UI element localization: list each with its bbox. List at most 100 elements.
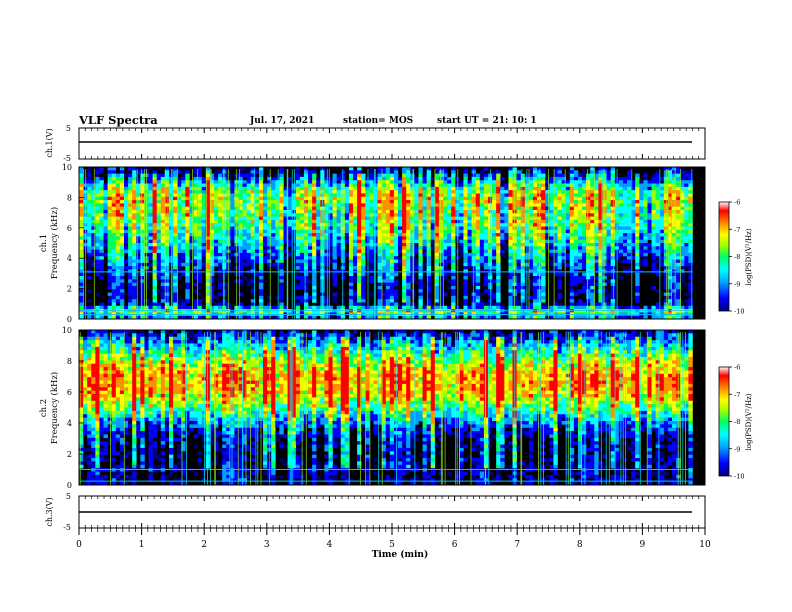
ch1-spectrogram-cell bbox=[303, 256, 309, 260]
ch1-spectrogram-cell bbox=[385, 279, 391, 283]
ch1-spectrogram-cell bbox=[565, 203, 571, 207]
ch1-spectrogram-cell bbox=[487, 259, 493, 264]
ch1-spectrogram-cell bbox=[312, 170, 317, 174]
ch1-spectrogram-cell bbox=[398, 206, 403, 211]
ch1-spectrogram-cell bbox=[201, 249, 207, 254]
ch1-spectrogram-cell bbox=[418, 285, 423, 290]
ch1-spectrogram-cell bbox=[344, 216, 350, 221]
ch1-spectrogram-cell bbox=[447, 180, 452, 184]
ch1-spectrogram-cell bbox=[164, 183, 170, 188]
ch1-spectrogram-cell bbox=[365, 206, 370, 211]
ch1-spectrogram-cell bbox=[582, 206, 587, 211]
ch1-spectrogram-cell bbox=[83, 183, 88, 188]
ch1-spectrogram-cell bbox=[451, 289, 456, 293]
ch1-spectrogram-cell bbox=[123, 269, 129, 274]
ch1-spectrogram-cell bbox=[128, 315, 133, 320]
ch1-spectrogram-cell bbox=[193, 276, 198, 280]
ch1-spectrogram-cell bbox=[213, 196, 219, 201]
ch1-spectrogram-cell bbox=[353, 173, 358, 178]
ch1-spectrogram-cell bbox=[213, 216, 219, 221]
ch1-spectrogram-cell bbox=[303, 299, 309, 303]
ch1-spectrogram-cell bbox=[357, 282, 362, 287]
ch1-spectrogram-cell bbox=[107, 302, 113, 307]
ch1-spectrogram-cell bbox=[487, 282, 493, 287]
ch1-spectrogram-cell bbox=[393, 216, 399, 221]
ch1-spectrogram-cell bbox=[357, 190, 362, 194]
ch1-spectrogram-cell bbox=[111, 190, 117, 194]
ch1-spectrogram-cell bbox=[348, 176, 354, 181]
ch1-spectrogram-cell bbox=[516, 209, 522, 214]
ch1-spectrogram-cell bbox=[406, 262, 411, 267]
ch1-spectrogram-cell bbox=[173, 282, 178, 287]
ch1-spectrogram-cell bbox=[148, 196, 153, 201]
ch1-spectrogram-cell bbox=[152, 295, 158, 300]
ch1-spectrogram-cell bbox=[582, 236, 587, 240]
ch1-spectrogram-cell bbox=[475, 200, 481, 204]
ch1-spectrogram-cell bbox=[168, 167, 174, 171]
ch1-spectrogram-cell bbox=[152, 289, 158, 293]
ch1-spectrogram-cell bbox=[267, 209, 272, 214]
ch1-spectrogram-cell bbox=[119, 299, 125, 303]
ch1-spectrogram-cell bbox=[189, 305, 194, 310]
ch1-spectrogram-cell bbox=[414, 236, 419, 240]
ch1-spectrogram-cell bbox=[258, 216, 264, 221]
ch1-spectrogram-cell bbox=[87, 180, 92, 184]
ch1-spectrogram-cell bbox=[258, 292, 264, 297]
ch1-spectrogram-cell bbox=[95, 249, 100, 254]
ch1-spectrogram-cell bbox=[451, 239, 456, 244]
ch1-spectrogram-cell bbox=[447, 236, 452, 240]
ch1-spectrogram-cell bbox=[123, 180, 129, 184]
ch1-spectrogram-cell bbox=[213, 302, 219, 307]
ch1-spectrogram-cell bbox=[111, 315, 117, 320]
ch1-spectrogram-cell bbox=[160, 236, 166, 240]
ch1-spectrogram-cell bbox=[475, 223, 481, 227]
ch1-spectrogram-cell bbox=[213, 226, 219, 231]
ch1-spectrogram-cell bbox=[242, 262, 247, 267]
ch1-spectrogram-cell bbox=[504, 193, 509, 198]
ch1-spectrogram-cell bbox=[467, 186, 472, 191]
ch1-spectrogram-cell bbox=[393, 262, 399, 267]
ch1-spectrogram-cell bbox=[406, 259, 411, 264]
ch1-spectrogram-cell bbox=[238, 183, 243, 188]
ch1-spectrogram-cell bbox=[438, 200, 444, 204]
ch1-spectrogram-cell bbox=[553, 226, 558, 231]
ch1-spectrogram-cell bbox=[385, 206, 391, 211]
ch1-spectrogram-cell bbox=[95, 216, 100, 221]
ch1-spectrogram-cell bbox=[569, 266, 575, 270]
ch1-spectrogram-cell bbox=[467, 236, 472, 240]
ch1-spectrogram-cell bbox=[504, 243, 509, 247]
ch1-spectrogram-cell bbox=[418, 299, 423, 303]
ch1-spectrogram-cell bbox=[463, 183, 468, 188]
ch1-spectrogram-cell bbox=[426, 219, 432, 224]
ch1-spectrogram-cell bbox=[389, 262, 395, 267]
ch1-spectrogram-cell bbox=[594, 190, 599, 194]
ch1-spectrogram-cell bbox=[132, 180, 137, 184]
ch1-spectrogram-cell bbox=[443, 315, 448, 320]
ch1-spectrogram-cell bbox=[87, 262, 92, 267]
ch1-spectrogram-cell bbox=[402, 302, 407, 307]
ch1-spectrogram-cell bbox=[463, 266, 468, 270]
ch1-spectrogram-cell bbox=[598, 282, 603, 287]
ch1-spectrogram-cell bbox=[594, 226, 599, 231]
ch1-spectrogram-cell bbox=[209, 299, 215, 303]
ch1-spectrogram-cell bbox=[156, 213, 162, 217]
ch1-spectrogram-cell bbox=[213, 262, 219, 267]
ch1-spectrogram-cell bbox=[258, 180, 264, 184]
ch1-spectrogram-cell bbox=[107, 299, 113, 303]
ch1-spectrogram-cell bbox=[177, 229, 182, 234]
ch1-spectrogram-cell bbox=[173, 183, 178, 188]
ch1-spectrogram-cell bbox=[308, 259, 313, 264]
ch1-spectrogram-cell bbox=[181, 186, 186, 191]
ch1-spectrogram-cell bbox=[213, 243, 219, 247]
ch1-spectrogram-cell bbox=[328, 236, 333, 240]
ch1-spectrogram-cell bbox=[406, 196, 411, 201]
ch1-spectrogram-cell bbox=[348, 302, 354, 307]
ch1-spectrogram-cell bbox=[438, 167, 444, 171]
ch1-spectrogram-cell bbox=[385, 180, 391, 184]
ch1-spectrogram-cell bbox=[246, 262, 252, 267]
ch1-spectrogram-cell bbox=[156, 302, 162, 307]
ch1-spectrogram-cell bbox=[107, 315, 113, 320]
ch1-spectrogram-cell bbox=[361, 249, 366, 254]
ch1-spectrogram-cell bbox=[254, 249, 260, 254]
ch1-spectrogram-cell bbox=[381, 295, 387, 300]
